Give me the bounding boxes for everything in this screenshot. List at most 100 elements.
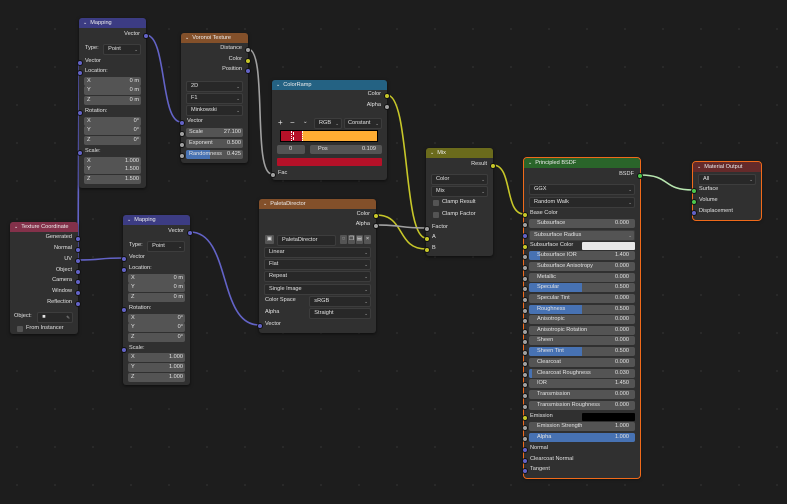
link-vector[interactable]	[145, 34, 182, 123]
dropdown-alpha[interactable]: Straight ⌄	[309, 308, 371, 319]
duplicate-icon[interactable]: ❐	[348, 235, 355, 244]
field-x[interactable]: X 0 m	[84, 77, 141, 86]
field-sheen[interactable]: Sheen 0.000	[529, 336, 635, 345]
field-z[interactable]: Z 0°	[128, 333, 185, 342]
field-x[interactable]: X 0 m	[128, 274, 185, 283]
dropdown-ggx[interactable]: GGX ⌄	[529, 184, 635, 195]
link-shader[interactable]	[639, 174, 694, 191]
open-file-icon[interactable]: ▤	[356, 235, 363, 244]
image-browse-icon[interactable]: ▣	[265, 235, 274, 244]
node-paleta[interactable]: ⌄ PaletaDirector Color Alpha ▣ PaletaDirector…	[256, 199, 379, 333]
socket-float[interactable]	[521, 424, 528, 431]
node-header[interactable]: ⌄ PaletaDirector	[259, 199, 376, 209]
chevron-down-icon[interactable]: ⌄	[127, 217, 132, 223]
node-header[interactable]: ⌄ Mapping	[123, 215, 190, 225]
socket-shader[interactable]	[690, 187, 697, 194]
ramp-stop-handle[interactable]	[292, 132, 294, 140]
field-subsurface-ior[interactable]: Subsurface IOR 1.400	[529, 251, 635, 260]
field-x[interactable]: X 0°	[84, 117, 141, 126]
field-roughness[interactable]: Roughness 0.500	[529, 305, 635, 314]
socket-vector[interactable]	[74, 300, 81, 307]
dropdown-all[interactable]: All ⌄	[698, 174, 756, 185]
field-z[interactable]: Z 0 m	[84, 96, 141, 105]
field-y[interactable]: Y 0°	[84, 126, 141, 135]
socket-float[interactable]	[521, 403, 528, 410]
node-mapping2[interactable]: ⌄ Mapping Vector Type: Point ⌄ Vector Location:…	[120, 215, 193, 385]
field-subsurface-anisotropy[interactable]: Subsurface Anisotropy 0.000	[529, 262, 635, 271]
socket-float[interactable]	[521, 381, 528, 388]
stop-position-field[interactable]: Pos 0.109	[310, 145, 382, 154]
socket-vector[interactable]	[256, 322, 263, 329]
socket-float[interactable]	[521, 360, 528, 367]
dropdown-mix[interactable]: Mix ⌄	[431, 186, 488, 197]
field-emission-strength[interactable]: Emission Strength 1.000	[529, 422, 635, 431]
dropdown-color[interactable]: Color ⌄	[431, 174, 488, 185]
socket-vector[interactable]	[74, 268, 81, 275]
checkbox[interactable]	[17, 325, 23, 332]
socket-float[interactable]	[521, 253, 528, 260]
socket-float[interactable]	[269, 171, 276, 178]
socket-vector[interactable]	[74, 278, 81, 285]
socket-vector[interactable]	[74, 246, 81, 253]
remove-stop-button[interactable]: −	[290, 118, 295, 127]
socket-shader[interactable]	[636, 172, 643, 179]
field-sheen-tint[interactable]: Sheen Tint 0.500	[529, 347, 635, 356]
socket-vector[interactable]	[76, 59, 83, 66]
socket-color[interactable]	[489, 162, 496, 169]
dropdown-repeat[interactable]: Repeat ⌄	[264, 271, 371, 282]
socket-vector[interactable]	[142, 32, 149, 39]
socket-float[interactable]	[521, 275, 528, 282]
socket-float[interactable]	[372, 222, 379, 229]
node-header[interactable]: ⌄ Material Output	[693, 162, 761, 172]
socket-float[interactable]	[521, 307, 528, 314]
add-stop-button[interactable]: +	[278, 118, 283, 127]
socket-float[interactable]	[521, 338, 528, 345]
chevron-down-icon[interactable]: ⌄	[697, 164, 702, 170]
socket-float[interactable]	[244, 46, 251, 53]
chevron-down-icon[interactable]: ⌄	[303, 119, 308, 125]
field-x[interactable]: X 0°	[128, 314, 185, 323]
chevron-down-icon[interactable]: ⌄	[14, 224, 19, 230]
socket-color[interactable]	[423, 246, 430, 253]
field-clearcoat[interactable]: Clearcoat 0.000	[529, 358, 635, 367]
socket-vector[interactable]	[74, 257, 81, 264]
socket-vector[interactable]	[690, 209, 697, 216]
field-anisotropic-rotation[interactable]: Anisotropic Rotation 0.000	[529, 326, 635, 335]
socket-float[interactable]	[521, 371, 528, 378]
node-mix[interactable]: ⌄ Mix Result Color ⌄ Mix ⌄ Clamp Result Clamp Fa…	[423, 148, 496, 256]
close-icon[interactable]: ×	[364, 235, 371, 244]
socket-float[interactable]	[521, 328, 528, 335]
node-matout[interactable]: ⌄ Material Output All ⌄ Surface Volume Displac…	[690, 161, 762, 221]
fake-user-icon[interactable]: ◌	[340, 235, 347, 244]
socket-float[interactable]	[521, 285, 528, 292]
socket-float[interactable]	[521, 221, 528, 228]
field-clearcoat-roughness[interactable]: Clearcoat Roughness 0.030	[529, 369, 635, 378]
socket-vector[interactable]	[74, 235, 81, 242]
dropdown-subsurface-radius[interactable]: Subsurface Radius ⌄	[529, 230, 635, 241]
socket-vector[interactable]	[178, 119, 185, 126]
socket-vector[interactable]	[244, 67, 251, 74]
object-field[interactable]: ■ ✎	[37, 312, 73, 323]
link-float[interactable]	[375, 224, 427, 229]
socket-vector[interactable]	[120, 266, 127, 273]
dropdown-type[interactable]: Point ⌄	[103, 44, 141, 55]
socket-vector[interactable]	[76, 109, 83, 116]
socket-float[interactable]	[521, 264, 528, 271]
dropdown-single-image[interactable]: Single Image ⌄	[264, 284, 371, 295]
field-z[interactable]: Z 1.000	[128, 373, 185, 382]
link-vector[interactable]	[189, 231, 260, 326]
dropdown-linear[interactable]: Linear ⌄	[264, 247, 371, 258]
chevron-down-icon[interactable]: ⌄	[83, 20, 88, 26]
dropdown-flat[interactable]: Flat ⌄	[264, 259, 371, 270]
socket-float[interactable]	[521, 392, 528, 399]
field-y[interactable]: Y 0°	[128, 323, 185, 332]
stop-color-swatch[interactable]	[277, 157, 382, 166]
socket-vector[interactable]	[521, 467, 528, 474]
chevron-down-icon[interactable]: ⌄	[430, 150, 435, 156]
stop-index-field[interactable]: 0	[277, 145, 305, 154]
socket-color[interactable]	[423, 235, 430, 242]
dropdown-f1[interactable]: F1 ⌄	[186, 93, 243, 104]
field-transmission[interactable]: Transmission 0.000	[529, 390, 635, 399]
socket-vector[interactable]	[521, 232, 528, 239]
dropdown-minkowski[interactable]: Minkowski ⌄	[186, 105, 243, 116]
